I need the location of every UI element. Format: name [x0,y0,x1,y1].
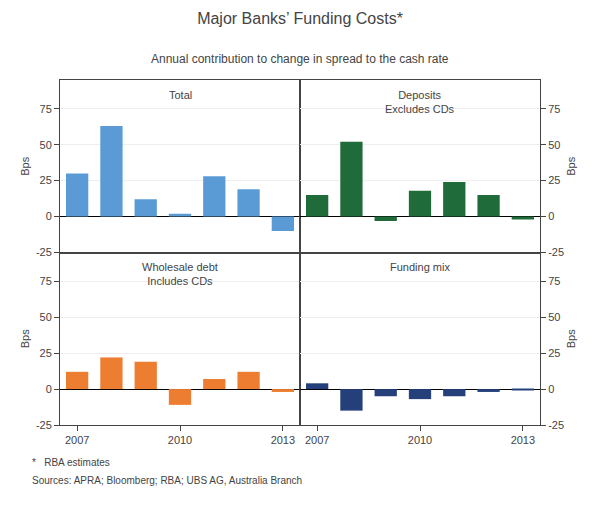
svg-text:75: 75 [548,103,560,115]
svg-text:2013: 2013 [271,434,295,446]
svg-text:Annual contribution to change: Annual contribution to change in spread … [151,52,449,66]
svg-text:Total: Total [169,89,192,101]
svg-text:2010: 2010 [168,434,192,446]
svg-text:0: 0 [46,210,52,222]
svg-text:0: 0 [548,210,554,222]
svg-text:2010: 2010 [408,434,432,446]
svg-text:50: 50 [548,311,560,323]
svg-text:Bps: Bps [565,329,577,348]
svg-text:25: 25 [40,347,52,359]
svg-text:Bps: Bps [19,329,31,348]
svg-text:0: 0 [46,383,52,395]
svg-text:-25: -25 [36,419,52,431]
svg-text:0: 0 [548,383,554,395]
svg-text:Sources: APRA; Bloomberg; RBA;: Sources: APRA; Bloomberg; RBA; UBS AG, A… [32,475,302,486]
svg-text:25: 25 [548,174,560,186]
svg-text:75: 75 [40,103,52,115]
svg-text:* RBA estimates: * RBA estimates [32,457,110,468]
svg-text:2007: 2007 [65,434,89,446]
svg-text:25: 25 [40,174,52,186]
svg-text:Major Banks’ Funding Costs*: Major Banks’ Funding Costs* [197,10,403,27]
svg-text:75: 75 [40,275,52,287]
svg-text:2007: 2007 [305,434,329,446]
svg-text:-25: -25 [36,246,52,258]
svg-text:50: 50 [548,139,560,151]
svg-text:Bps: Bps [19,156,31,175]
svg-text:50: 50 [40,311,52,323]
svg-text:-25: -25 [548,246,564,258]
svg-text:50: 50 [40,139,52,151]
svg-text:Wholesale debtIncludes CDs: Wholesale debtIncludes CDs [142,261,218,287]
svg-text:2013: 2013 [511,434,535,446]
svg-text:Bps: Bps [565,156,577,175]
svg-text:Funding mix: Funding mix [390,261,450,273]
svg-text:25: 25 [548,347,560,359]
svg-text:-25: -25 [548,419,564,431]
svg-text:DepositsExcludes CDs: DepositsExcludes CDs [385,89,455,115]
svg-text:75: 75 [548,275,560,287]
